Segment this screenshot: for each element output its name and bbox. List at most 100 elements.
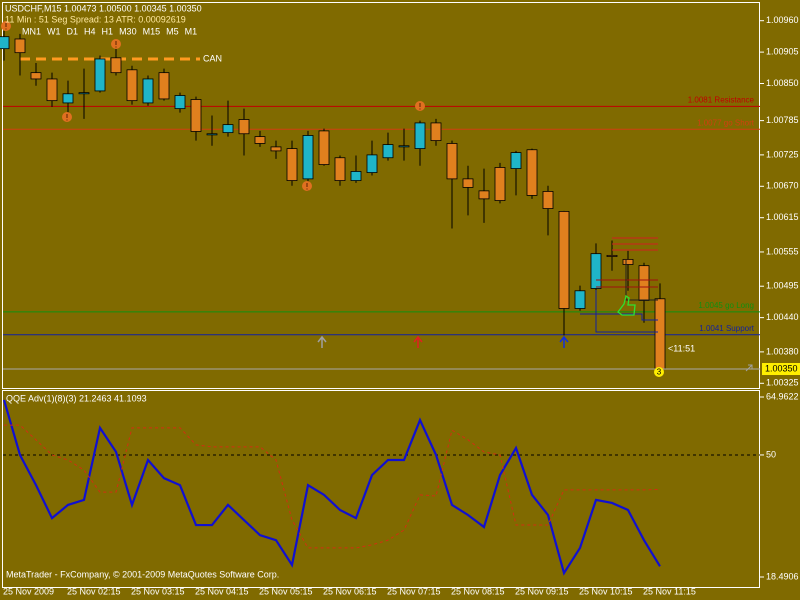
copyright-note: MetaTrader - FxCompany, © 2001-2009 Meta… bbox=[6, 569, 279, 579]
candle-body bbox=[174, 95, 186, 110]
indicator-line bbox=[2, 399, 661, 576]
y-tick-label: 64.9622 bbox=[766, 391, 799, 401]
alert-arrow bbox=[745, 364, 753, 372]
candle-body bbox=[94, 58, 106, 92]
countdown: <11:51 bbox=[668, 343, 695, 353]
candle-body bbox=[494, 167, 506, 201]
signal-arrow bbox=[413, 335, 423, 348]
y-tick-label: 1.00850 bbox=[766, 78, 799, 88]
price-label: 1.00350 bbox=[765, 363, 798, 373]
candle-body bbox=[318, 130, 330, 165]
candle-body bbox=[14, 38, 26, 54]
candle-body bbox=[302, 135, 314, 180]
fractal-marker bbox=[1, 21, 11, 31]
candle-body bbox=[190, 99, 202, 132]
candle-body bbox=[334, 157, 346, 181]
bar-marker: 3 bbox=[657, 368, 662, 377]
can-label: CAN bbox=[203, 53, 222, 63]
candle-body bbox=[398, 145, 410, 148]
candle-body bbox=[158, 72, 170, 100]
candle-body bbox=[366, 154, 378, 173]
box-lines bbox=[580, 290, 658, 333]
candle-body bbox=[0, 36, 10, 50]
fractal-marker bbox=[62, 112, 72, 122]
candle-body bbox=[78, 92, 90, 95]
indicator-title: QQE Adv(1)(8)(3) 21.2463 41.1093 bbox=[6, 393, 147, 403]
indicator-panel-frame bbox=[2, 390, 760, 588]
timeframe-button[interactable]: MN1 bbox=[22, 26, 41, 36]
y-tick-label: 18.4906 bbox=[766, 571, 799, 581]
x-tick-label: 25 Nov 02:15 bbox=[67, 586, 121, 596]
status-line: 11 Min : 51 Seg Spread: 13 ATR: 0.000926… bbox=[5, 14, 186, 24]
x-tick-label: 25 Nov 07:15 bbox=[387, 586, 441, 596]
candle-body bbox=[478, 190, 490, 200]
thumbs-up-icon bbox=[617, 294, 636, 316]
candle-body bbox=[446, 143, 458, 180]
timeframe-button[interactable]: M15 bbox=[143, 26, 161, 36]
box-lines bbox=[596, 279, 658, 288]
y-tick-label: 1.00380 bbox=[766, 346, 799, 356]
y-tick-label: 1.00555 bbox=[766, 246, 799, 256]
candle-body bbox=[558, 211, 570, 309]
x-tick-label: 25 Nov 06:15 bbox=[323, 586, 377, 596]
candle-body bbox=[238, 119, 250, 135]
timeframe-button[interactable]: M30 bbox=[119, 26, 137, 36]
candle-body bbox=[110, 57, 122, 74]
candle-body bbox=[222, 124, 234, 134]
candle-body bbox=[622, 258, 634, 265]
timeframe-button[interactable]: D1 bbox=[67, 26, 79, 36]
timeframe-button[interactable]: M5 bbox=[166, 26, 179, 36]
candle-body bbox=[606, 254, 618, 257]
trade-boxes bbox=[580, 237, 658, 333]
candle-body bbox=[142, 78, 154, 104]
x-tick-label: 25 Nov 05:15 bbox=[259, 586, 313, 596]
y-tick-label: 1.00960 bbox=[766, 15, 799, 25]
level-label: 1.0045 go Long bbox=[698, 301, 754, 310]
symbol-header: USDCHF,M15 1.00473 1.00500 1.00345 1.003… bbox=[5, 3, 202, 13]
level-label: 1.0077 go Short bbox=[697, 118, 755, 127]
candle-body bbox=[62, 93, 74, 104]
x-tick-label: 25 Nov 03:15 bbox=[131, 586, 185, 596]
candle-body bbox=[510, 152, 522, 169]
level-label: 1.0041 Support bbox=[699, 324, 754, 333]
fractal-markers bbox=[1, 21, 425, 191]
candle-body bbox=[254, 136, 266, 144]
y-tick-label: 1.00725 bbox=[766, 149, 799, 159]
candle-body bbox=[462, 178, 474, 188]
candle-body bbox=[526, 149, 538, 196]
x-tick-label: 25 Nov 10:15 bbox=[579, 586, 633, 596]
box-lines bbox=[625, 260, 658, 301]
candle-body bbox=[414, 122, 426, 150]
y-tick-label: 1.00785 bbox=[766, 115, 799, 125]
timeframe-button[interactable]: M1 bbox=[185, 26, 198, 36]
candle-body bbox=[126, 69, 138, 102]
candle-body bbox=[206, 133, 218, 136]
x-tick-label: 25 Nov 11:15 bbox=[643, 586, 696, 596]
timeframe-button[interactable]: W1 bbox=[47, 26, 61, 36]
timeframe-button[interactable]: H1 bbox=[102, 26, 114, 36]
y-tick-label: 50 bbox=[766, 449, 776, 459]
plot-layer: 1.00960 1.00905 1.00850 1.00785 1.00725 1.006… bbox=[0, 15, 800, 596]
signal-arrow bbox=[317, 335, 327, 348]
candle-body bbox=[430, 122, 442, 142]
y-tick-label: 1.00325 bbox=[766, 378, 799, 388]
x-tick-label: 25 Nov 2009 bbox=[3, 586, 54, 596]
x-tick-label: 25 Nov 04:15 bbox=[195, 586, 249, 596]
bar-marker-bg bbox=[654, 367, 664, 378]
candle-body bbox=[382, 144, 394, 159]
y-tick-label: 1.00670 bbox=[766, 181, 799, 191]
y-tick-label: 1.00440 bbox=[766, 312, 799, 322]
candle-body bbox=[638, 265, 650, 301]
x-tick-label: 25 Nov 08:15 bbox=[451, 586, 505, 596]
price-panel-frame bbox=[2, 2, 760, 389]
timeframe-button[interactable]: H4 bbox=[84, 26, 96, 36]
price-box bbox=[762, 363, 800, 376]
candle-body bbox=[30, 72, 42, 80]
y-tick-label: 1.00495 bbox=[766, 281, 799, 291]
signal-arrow bbox=[559, 335, 569, 348]
level-label: 1.0081 Resistance bbox=[688, 95, 755, 104]
y-tick-label: 1.00905 bbox=[766, 46, 799, 56]
candle-body bbox=[542, 191, 554, 209]
